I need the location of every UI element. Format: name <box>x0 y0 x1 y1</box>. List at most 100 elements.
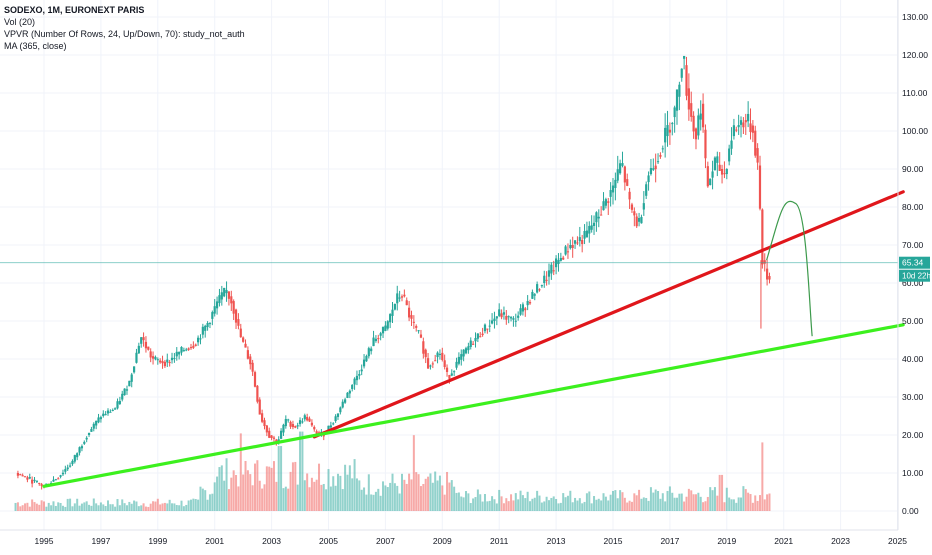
legend-vol[interactable]: Vol (20) <box>4 17 36 27</box>
projection-curve[interactable] <box>766 200 813 337</box>
x-tick-label: 1997 <box>91 536 110 546</box>
red-trendline[interactable] <box>312 190 905 439</box>
volume-bar <box>249 474 252 511</box>
candle-body <box>683 55 686 59</box>
volume-bar <box>507 501 510 511</box>
volume-bar <box>424 478 427 511</box>
candle-body <box>194 344 197 346</box>
candle-body <box>706 166 709 187</box>
volume-bar <box>465 491 468 511</box>
candle-body <box>239 328 242 338</box>
candle-body <box>751 125 754 133</box>
candle-body <box>659 155 662 157</box>
volume-bar <box>287 488 290 511</box>
candle-body <box>450 373 453 376</box>
candle-body <box>460 354 463 360</box>
volume-bar <box>609 494 612 511</box>
volume-bar <box>220 465 223 511</box>
candle-body <box>348 390 351 394</box>
volume-bar <box>318 463 321 511</box>
y-tick-label: 50.00 <box>902 316 924 326</box>
volume-bar <box>761 442 764 511</box>
volume-bar <box>310 477 313 511</box>
candle-body <box>517 315 520 318</box>
volume-bar <box>457 492 460 511</box>
volume-bar <box>355 478 358 511</box>
y-tick-label: 120.00 <box>902 50 928 60</box>
volume-bar <box>621 492 624 511</box>
volume-bar <box>284 486 287 511</box>
green-trendline[interactable] <box>42 323 905 488</box>
volume-bar <box>647 500 650 511</box>
x-tick-label: 2001 <box>205 536 224 546</box>
volume-bar <box>502 503 505 511</box>
volume-bar <box>277 446 280 511</box>
volume-bar <box>405 483 408 511</box>
candle-body <box>73 455 76 462</box>
candle-body <box>256 385 259 402</box>
candle-body <box>528 302 532 304</box>
candle-body <box>263 420 266 427</box>
volume-bar <box>161 503 164 511</box>
volume-bar <box>251 485 254 511</box>
volume-bar <box>189 499 192 511</box>
candle-body <box>626 179 629 186</box>
candle-body <box>559 257 562 261</box>
candle-body <box>536 284 539 293</box>
volume-bar <box>557 503 560 511</box>
candle-body <box>277 439 280 442</box>
candle-body <box>457 356 460 364</box>
volume-bar <box>550 497 553 511</box>
volume-bar <box>619 490 622 511</box>
y-tick-label: 30.00 <box>902 392 924 402</box>
volume-bar <box>422 483 425 511</box>
candle-body <box>346 392 349 398</box>
candle-body <box>90 428 93 432</box>
volume-bar <box>52 501 55 511</box>
volume-bar <box>604 496 607 511</box>
volume-bar <box>642 497 645 511</box>
candle-body <box>604 199 607 206</box>
candle-body <box>234 309 238 323</box>
volume-bar <box>747 492 750 511</box>
candle-body <box>102 413 105 416</box>
candle-body <box>237 319 240 326</box>
volume-bar <box>640 498 643 511</box>
candle-body <box>227 291 231 299</box>
volume-bar <box>178 505 181 511</box>
volume-bar <box>467 493 470 511</box>
volume-bar <box>140 505 143 511</box>
volume-bar <box>436 480 439 511</box>
volume-bar <box>237 486 240 511</box>
candle-body <box>462 349 465 357</box>
candle-body <box>730 140 733 149</box>
candle-body <box>61 472 65 475</box>
volume-bar <box>493 499 496 511</box>
volume-bar <box>633 493 636 511</box>
volume-bar <box>64 506 67 511</box>
candle-body <box>573 240 577 244</box>
legend-vpvr[interactable]: VPVR (Number Of Rows, 24, Up/Down, 70): … <box>4 29 245 39</box>
candle-body <box>701 103 705 128</box>
candle-body <box>163 361 167 367</box>
volume-bar <box>728 497 731 511</box>
legend-ma[interactable]: MA (365, close) <box>4 41 67 51</box>
candle-body <box>289 421 292 427</box>
volume-bar <box>73 503 76 511</box>
volume-bar <box>99 502 102 511</box>
volume-bar <box>668 486 671 511</box>
volume-bar <box>419 486 422 511</box>
candle-body <box>149 351 152 358</box>
candle-body <box>78 447 81 453</box>
volume-bar <box>462 497 465 511</box>
candle-body <box>426 358 430 369</box>
volume-bar <box>597 498 600 511</box>
volume-bar <box>69 498 72 511</box>
volume-bar <box>244 460 247 511</box>
volume-bar <box>623 497 626 511</box>
candle-body <box>54 479 57 481</box>
candle-body <box>711 171 714 178</box>
candle-body <box>116 401 119 409</box>
